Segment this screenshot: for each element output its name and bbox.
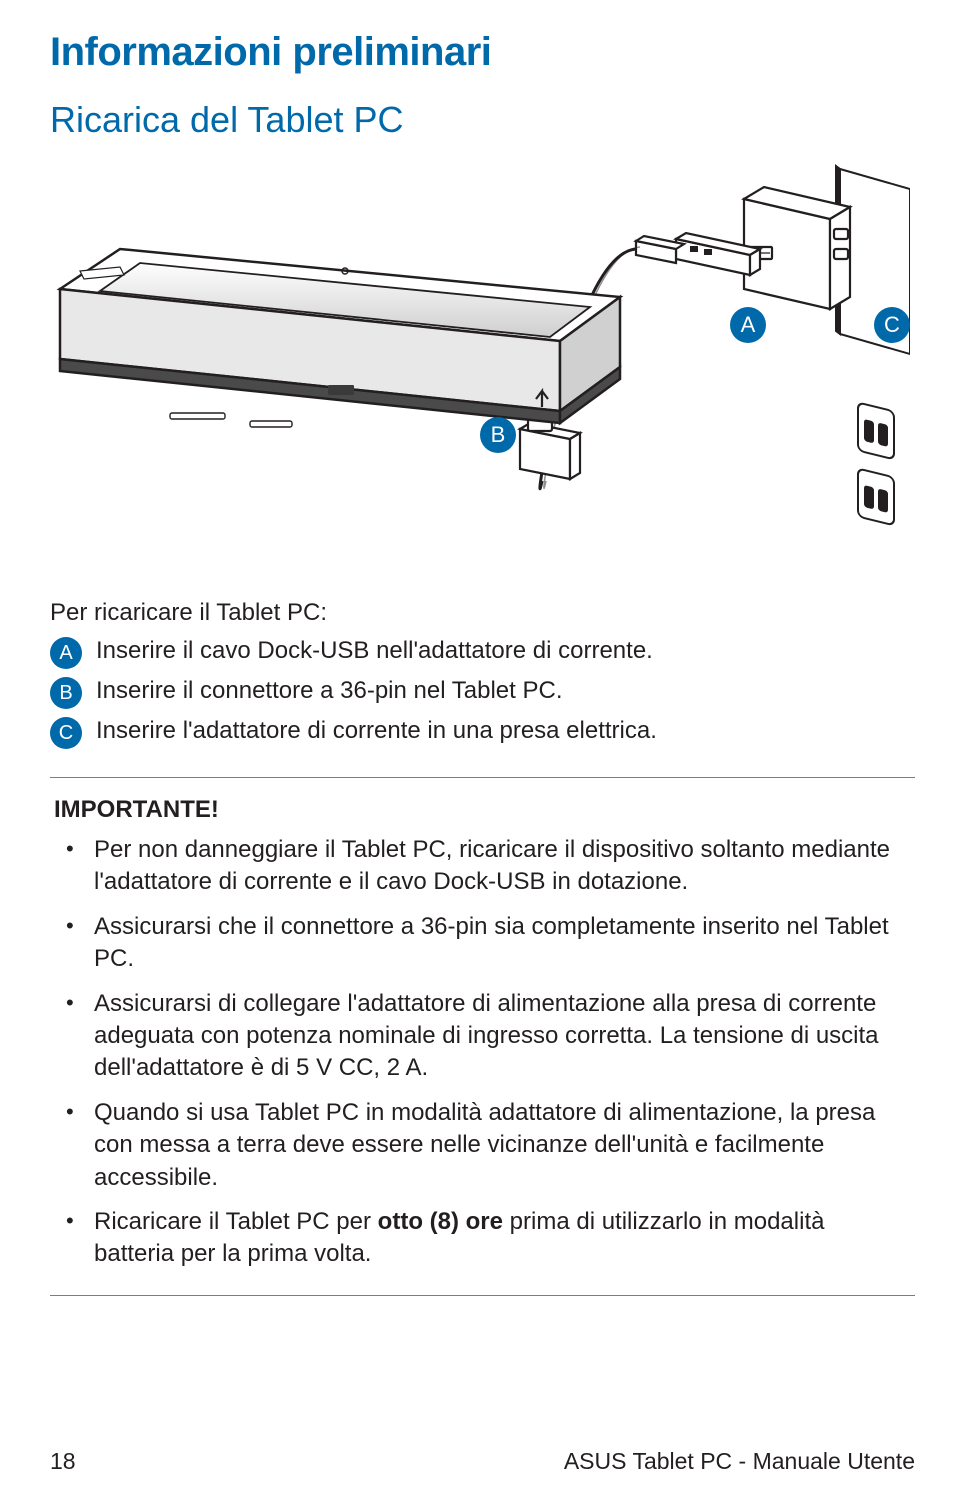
important-item: Quando si usa Tablet PC in modalità adat… [94,1097,911,1194]
charging-diagram: A B C [50,159,910,579]
callout-b: B [480,417,516,453]
step-text: Inserire l'adattatore di corrente in una… [96,715,657,747]
important-item: Assicurarsi di collegare l'adattatore di… [94,988,911,1085]
important-title: IMPORTANTE! [54,796,911,824]
document-title: ASUS Tablet PC - Manuale Utente [564,1448,915,1475]
important-item: Per non danneggiare il Tablet PC, ricari… [94,834,911,899]
instruction-step: A Inserire il cavo Dock-USB nell'adattat… [50,635,915,669]
important-item: Ricaricare il Tablet PC per otto (8) ore… [94,1206,911,1271]
callout-c: C [874,307,910,343]
diagram-svg [50,159,910,579]
instruction-step: B Inserire il connettore a 36-pin nel Ta… [50,675,915,709]
page-number: 18 [50,1448,76,1475]
important-item: Assicurarsi che il connettore a 36-pin s… [94,911,911,976]
important-box: IMPORTANTE! Per non danneggiare il Table… [50,796,915,1271]
instruction-step: C Inserire l'adattatore di corrente in u… [50,715,915,749]
page-heading-2: Ricarica del Tablet PC [50,99,915,141]
callout-a: A [730,307,766,343]
step-text: Inserire il connettore a 36-pin nel Tabl… [96,675,563,707]
divider [50,777,915,778]
important-list: Per non danneggiare il Tablet PC, ricari… [54,834,911,1271]
step-label-c: C [50,717,82,749]
page-heading-1: Informazioni preliminari [50,30,915,75]
step-label-a: A [50,637,82,669]
divider [50,1295,915,1296]
page-footer: 18 ASUS Tablet PC - Manuale Utente [50,1448,915,1475]
step-text: Inserire il cavo Dock-USB nell'adattator… [96,635,653,667]
step-label-b: B [50,677,82,709]
instructions-title: Per ricaricare il Tablet PC: [50,599,915,627]
